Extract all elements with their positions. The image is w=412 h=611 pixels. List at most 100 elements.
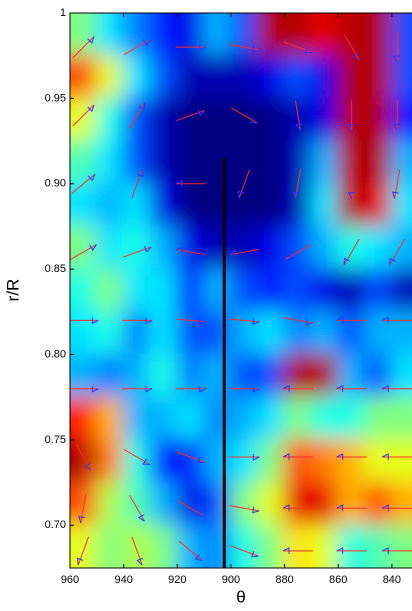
heat-cell xyxy=(310,396,340,441)
heat-cell xyxy=(149,481,179,527)
heat-cell xyxy=(95,182,125,228)
vector xyxy=(175,44,206,51)
vector xyxy=(393,100,401,131)
x-tick-label: 960 xyxy=(61,574,79,586)
heat-cell xyxy=(364,396,393,441)
vector xyxy=(336,504,367,512)
heat-cell xyxy=(256,524,286,568)
heat-cell xyxy=(283,268,313,313)
heat-cell xyxy=(149,524,179,568)
vector xyxy=(122,317,153,325)
vector xyxy=(70,317,99,325)
heat-cell xyxy=(390,225,412,271)
heat-cell xyxy=(176,438,206,484)
heat-cell xyxy=(203,140,232,185)
vector xyxy=(176,451,205,464)
heat-cell xyxy=(203,182,232,228)
vector xyxy=(176,109,206,122)
vector-shaft xyxy=(283,41,313,53)
vector xyxy=(343,238,360,266)
heat-cell xyxy=(95,353,125,399)
quiver xyxy=(70,32,412,566)
heat-cell xyxy=(256,353,286,399)
vector-shaft xyxy=(283,317,313,324)
vector-head xyxy=(393,123,401,131)
heat-cell xyxy=(176,54,206,100)
heat-cell xyxy=(310,97,340,143)
vector xyxy=(129,102,146,129)
heat-cell xyxy=(364,268,393,313)
vector-shaft xyxy=(131,169,143,199)
heat-cell xyxy=(70,268,98,313)
heat-cell xyxy=(176,97,206,143)
vector-head xyxy=(76,557,84,566)
vector xyxy=(229,454,260,461)
heat-cell xyxy=(337,353,367,399)
vector-head xyxy=(199,385,206,393)
heat-cell xyxy=(256,396,286,441)
heat-cell xyxy=(256,97,286,143)
vector-shaft xyxy=(80,493,87,524)
heat-cell xyxy=(122,310,152,356)
vector-head xyxy=(305,318,313,326)
vector-head xyxy=(343,257,350,266)
vector xyxy=(347,168,355,199)
vector-head xyxy=(382,384,389,392)
vector-head xyxy=(237,190,245,198)
heat-cell xyxy=(310,524,340,568)
vector xyxy=(382,453,412,460)
vector-shaft xyxy=(229,318,260,323)
vector-head xyxy=(304,47,313,54)
vector xyxy=(70,244,97,261)
heat-cell xyxy=(283,396,313,441)
vector-head xyxy=(382,547,389,554)
heat-cell xyxy=(176,396,206,441)
heat-cell xyxy=(283,524,313,568)
y-tick-label: 0.90 xyxy=(45,178,66,190)
vector xyxy=(76,536,90,566)
heat-cell xyxy=(203,353,232,399)
heat-cell xyxy=(122,54,152,100)
heat-cell xyxy=(310,310,340,356)
vector-head xyxy=(199,44,206,51)
heat-cell xyxy=(337,54,367,100)
heat-cell xyxy=(337,396,367,441)
heat-cell xyxy=(203,268,232,313)
x-axis-title: θ xyxy=(236,587,245,606)
heat-cell xyxy=(176,140,206,185)
heat-cell xyxy=(256,182,286,228)
heat-cell xyxy=(364,481,393,527)
vector-shaft xyxy=(238,169,250,199)
heat-cell xyxy=(70,396,98,441)
vector-head xyxy=(175,179,183,187)
vector xyxy=(343,33,360,61)
heat-cell xyxy=(283,481,313,527)
vector-head xyxy=(282,504,290,512)
vector xyxy=(336,384,367,392)
vector-head xyxy=(336,453,344,460)
x-tick-label: 940 xyxy=(114,574,132,586)
heat-cell xyxy=(149,140,179,185)
heat-cell xyxy=(256,54,286,100)
heat-cell xyxy=(337,225,367,271)
vector-shaft xyxy=(123,39,151,56)
vector-head xyxy=(142,39,151,47)
heat-cell xyxy=(310,182,340,228)
vector-head xyxy=(252,454,260,461)
vector-head xyxy=(87,104,95,113)
heat-cell xyxy=(95,97,125,143)
heat-cell xyxy=(337,438,367,484)
heat-cell xyxy=(95,54,125,100)
vector xyxy=(177,500,204,517)
vector xyxy=(284,244,312,261)
heat-cell xyxy=(95,310,125,356)
vector xyxy=(229,318,260,325)
heat-cell xyxy=(122,396,152,441)
vector xyxy=(230,545,259,558)
vector xyxy=(175,318,206,325)
heat-cell xyxy=(390,182,412,228)
heat-cell xyxy=(203,524,232,568)
heat-cell xyxy=(256,481,286,527)
vector xyxy=(282,384,313,392)
vector xyxy=(282,547,313,554)
